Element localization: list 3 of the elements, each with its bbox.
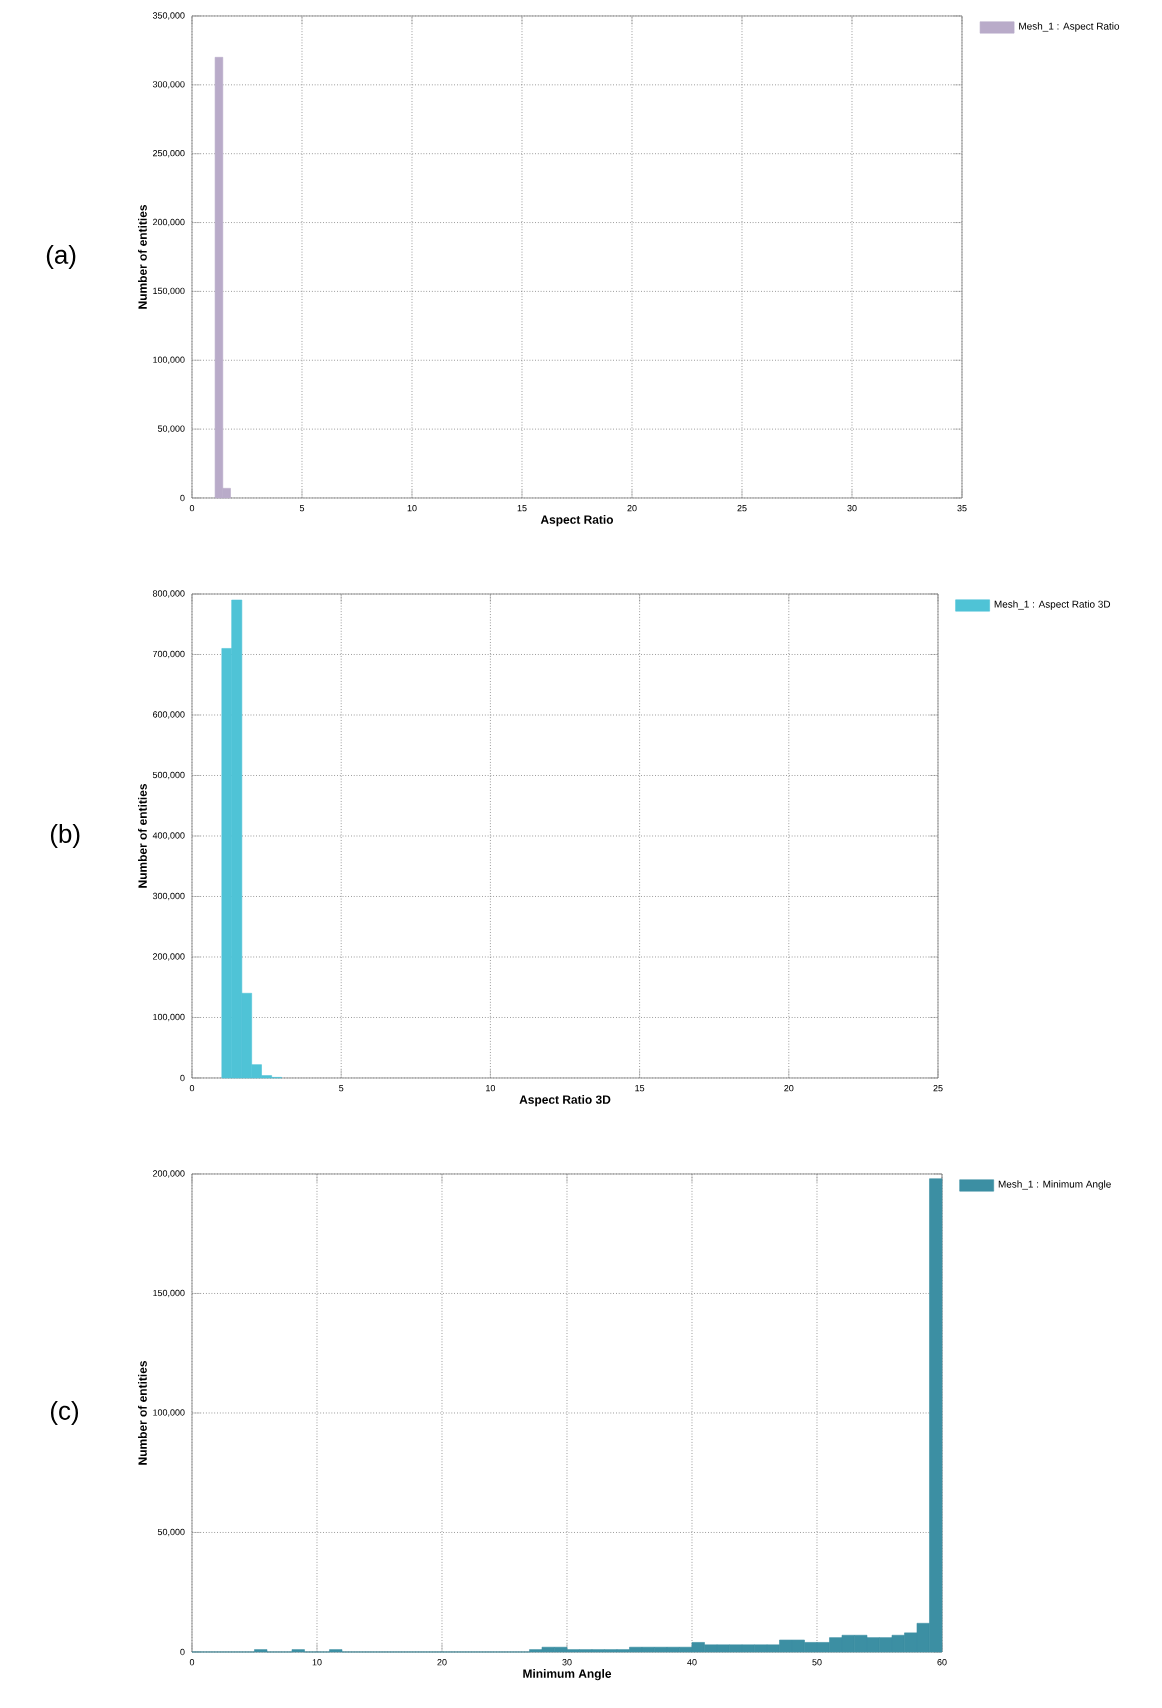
text: (a) xyxy=(46,244,76,270)
text: (c) xyxy=(51,1400,79,1426)
text: (b) xyxy=(50,823,80,849)
